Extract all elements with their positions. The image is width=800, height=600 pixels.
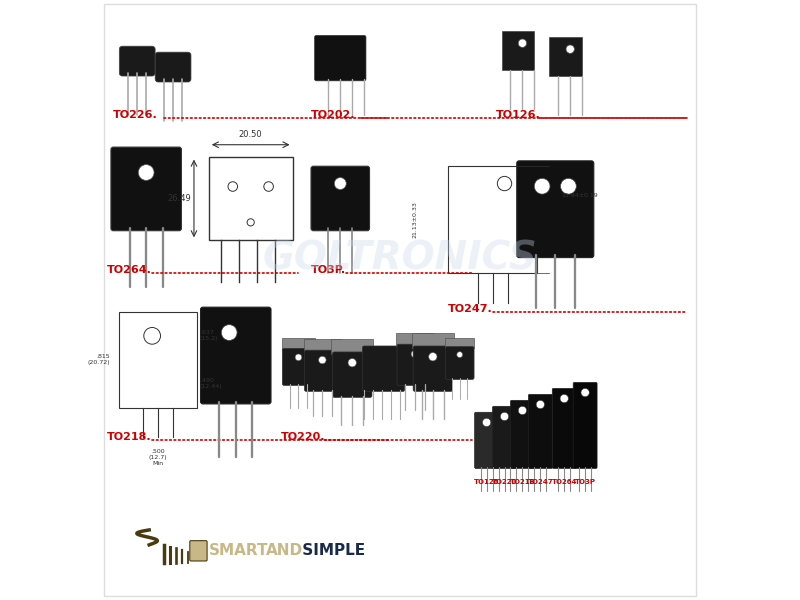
- Circle shape: [518, 39, 526, 47]
- Text: TO218.: TO218.: [107, 433, 152, 442]
- Text: TO247.: TO247.: [448, 304, 493, 314]
- Circle shape: [295, 354, 302, 361]
- Text: TO247: TO247: [527, 479, 553, 485]
- Circle shape: [318, 356, 326, 364]
- FancyBboxPatch shape: [397, 344, 433, 385]
- FancyBboxPatch shape: [190, 541, 207, 561]
- Text: 15.94±0.19: 15.94±0.19: [562, 193, 598, 198]
- FancyBboxPatch shape: [517, 161, 594, 257]
- FancyBboxPatch shape: [362, 346, 405, 391]
- Text: TO202.: TO202.: [310, 110, 355, 120]
- Bar: [448, 166, 538, 273]
- Circle shape: [482, 418, 490, 427]
- Circle shape: [264, 182, 274, 191]
- FancyBboxPatch shape: [314, 35, 366, 81]
- Text: .490
(12.44): .490 (12.44): [200, 378, 222, 389]
- Bar: [282, 338, 315, 350]
- Circle shape: [247, 219, 254, 226]
- Text: GOLTRONICS: GOLTRONICS: [262, 239, 538, 277]
- Bar: [396, 332, 434, 346]
- FancyBboxPatch shape: [413, 346, 453, 391]
- Text: SIMPLE: SIMPLE: [298, 544, 366, 559]
- FancyBboxPatch shape: [474, 412, 498, 469]
- Text: 21.13±0.33: 21.13±0.33: [413, 201, 418, 238]
- Circle shape: [500, 412, 509, 421]
- FancyBboxPatch shape: [333, 352, 372, 397]
- FancyBboxPatch shape: [311, 166, 370, 231]
- Circle shape: [228, 182, 238, 191]
- Bar: [209, 157, 293, 240]
- FancyBboxPatch shape: [552, 388, 576, 469]
- Circle shape: [348, 359, 357, 367]
- Bar: [502, 31, 534, 70]
- FancyBboxPatch shape: [155, 52, 191, 82]
- Bar: [445, 338, 474, 349]
- Circle shape: [429, 353, 437, 361]
- FancyBboxPatch shape: [510, 400, 534, 469]
- Bar: [412, 333, 454, 348]
- FancyBboxPatch shape: [201, 307, 271, 404]
- FancyBboxPatch shape: [119, 46, 155, 76]
- FancyBboxPatch shape: [282, 349, 314, 385]
- Bar: [331, 339, 373, 354]
- FancyBboxPatch shape: [493, 406, 517, 469]
- Text: TO226.: TO226.: [114, 110, 158, 120]
- Circle shape: [222, 325, 237, 340]
- Text: TO3P.: TO3P.: [310, 265, 346, 275]
- Circle shape: [334, 178, 346, 190]
- Text: TO126.: TO126.: [495, 110, 540, 120]
- FancyBboxPatch shape: [446, 347, 474, 379]
- Bar: [303, 338, 341, 352]
- Circle shape: [498, 176, 512, 191]
- FancyBboxPatch shape: [529, 394, 552, 469]
- Circle shape: [534, 178, 550, 194]
- Bar: [119, 312, 197, 407]
- Circle shape: [581, 388, 590, 397]
- Text: 20.50: 20.50: [239, 130, 262, 139]
- Circle shape: [566, 45, 574, 53]
- Text: .500
(12.7)
Min: .500 (12.7) Min: [149, 449, 167, 466]
- Text: TO218: TO218: [510, 479, 535, 485]
- Text: TO220.: TO220.: [281, 433, 325, 442]
- Circle shape: [536, 400, 545, 409]
- Text: SMART: SMART: [209, 544, 268, 559]
- Text: 26.49: 26.49: [167, 194, 191, 203]
- Circle shape: [457, 352, 462, 358]
- Text: TO264: TO264: [551, 479, 577, 485]
- Text: TO126: TO126: [474, 479, 499, 485]
- Circle shape: [138, 164, 154, 181]
- Circle shape: [144, 328, 161, 344]
- Text: .815
(20.72): .815 (20.72): [88, 355, 110, 365]
- Text: AND: AND: [266, 544, 303, 559]
- Text: TO220: TO220: [492, 479, 518, 485]
- Circle shape: [560, 394, 569, 403]
- Text: .637
(15.2): .637 (15.2): [200, 331, 218, 341]
- Bar: [550, 37, 582, 76]
- Circle shape: [518, 406, 526, 415]
- FancyBboxPatch shape: [573, 382, 597, 469]
- Circle shape: [411, 350, 418, 358]
- FancyBboxPatch shape: [305, 350, 340, 391]
- FancyBboxPatch shape: [111, 147, 182, 231]
- Text: TO264.: TO264.: [107, 265, 152, 275]
- Text: TO3P: TO3P: [574, 479, 596, 485]
- Circle shape: [561, 178, 576, 194]
